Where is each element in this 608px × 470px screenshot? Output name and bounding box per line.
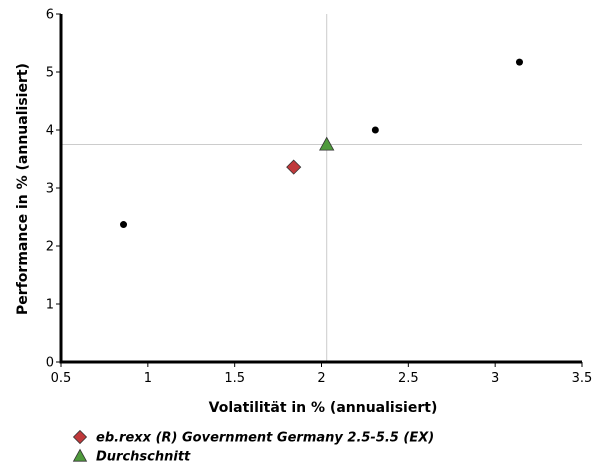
reference-lines	[61, 14, 582, 362]
y-tick-label: 0	[46, 356, 54, 371]
y-axis-title: Performance in % (annualisiert)	[15, 63, 31, 315]
x-tick-label: 1.5	[224, 371, 245, 386]
axes	[59, 14, 582, 364]
y-tick-label: 3	[46, 182, 54, 197]
average-triangle-marker	[319, 136, 335, 151]
fund-diamond-marker	[286, 159, 302, 175]
x-tick-label: 2	[317, 371, 325, 386]
y-tick-label: 2	[46, 240, 54, 255]
x-axis-title: Volatilität in % (annualisiert)	[209, 400, 438, 416]
legend: eb.rexx (R) Government Germany 2.5-5.5 (…	[72, 429, 434, 465]
x-axis-ticks: 0.5 1 1.5 2 2.5 3 3.5	[51, 362, 593, 386]
x-tick-label: 3	[491, 371, 499, 386]
legend-label: eb.rexx (R) Government Germany 2.5-5.5 (…	[96, 431, 434, 446]
x-tick-label: 1	[144, 371, 152, 386]
y-tick-label: 4	[46, 124, 54, 139]
y-tick-label: 1	[46, 298, 54, 313]
x-tick-label: 2.5	[398, 371, 419, 386]
legend-triangle-icon	[72, 448, 88, 462]
y-axis-ticks: 0 1 2 3 4 5 6	[46, 8, 61, 371]
data-point	[371, 126, 379, 134]
x-tick-label: 3.5	[572, 371, 593, 386]
y-tick-label: 5	[46, 66, 54, 81]
data-point	[515, 58, 523, 66]
legend-label: Durchschnitt	[96, 450, 191, 465]
x-tick-label: 0.5	[51, 371, 72, 386]
data-points	[120, 58, 523, 229]
data-point	[120, 221, 128, 229]
y-tick-label: 6	[46, 8, 54, 23]
legend-diamond-icon	[72, 429, 88, 445]
